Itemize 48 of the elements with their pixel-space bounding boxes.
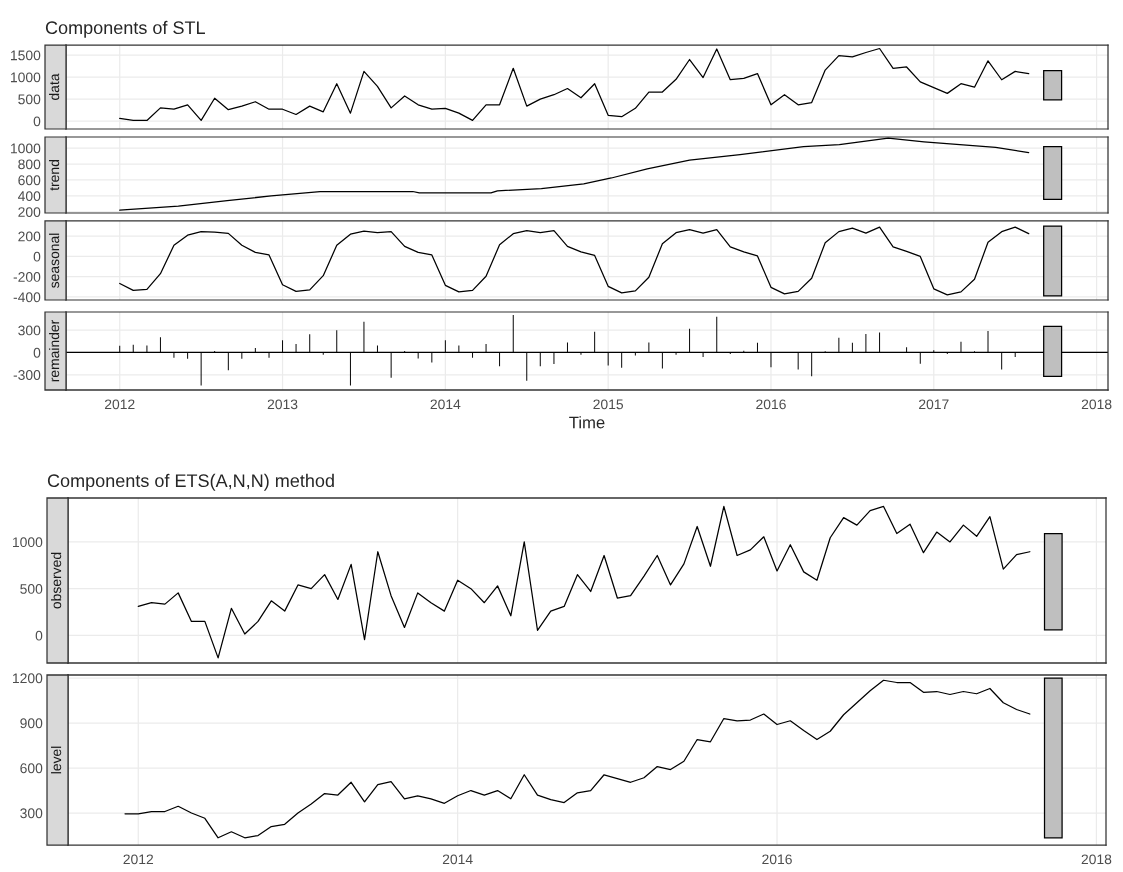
y-tick-label: 1000	[11, 72, 41, 83]
y-tick-label: 300	[18, 325, 41, 336]
y-tick-label: 1000	[13, 537, 43, 548]
x-tick-label: 2012	[123, 854, 154, 865]
y-tick-label: 0	[33, 347, 41, 358]
y-tick-label: 0	[33, 251, 41, 262]
x-axis-title: Time	[569, 416, 605, 429]
y-tick-label: 600	[20, 763, 43, 774]
line-series	[119, 226, 1030, 296]
y-tick-label: 800	[18, 159, 41, 170]
x-tick-label: 2016	[762, 854, 792, 865]
line-series	[119, 137, 1030, 211]
y-tick-label: 600	[18, 175, 41, 186]
y-axis-title: data	[49, 73, 60, 100]
y-axis-title: trend	[49, 160, 60, 191]
line-series	[119, 47, 1030, 122]
x-tick-label: 2015	[593, 399, 624, 410]
x-tick-label: 2014	[442, 854, 473, 865]
y-tick-label: 0	[35, 630, 43, 641]
x-tick-label: 2013	[267, 399, 298, 410]
y-tick-label: 300	[20, 808, 43, 819]
y-tick-label: -400	[13, 292, 41, 303]
y-tick-label: 1500	[11, 50, 41, 61]
y-tick-label: 200	[18, 207, 41, 217]
line-series	[137, 505, 1031, 659]
y-tick-label: 0	[33, 116, 41, 127]
x-tick-label: 2016	[756, 399, 786, 410]
y-tick-label: 900	[20, 718, 43, 729]
x-tick-label: 2012	[104, 399, 135, 410]
x-tick-label: 2018	[1081, 854, 1112, 865]
y-axis-title: observed	[51, 552, 62, 609]
y-tick-label: 500	[18, 94, 41, 105]
chart-title: Components of STL	[45, 20, 205, 38]
y-axis-title: seasonal	[49, 233, 60, 288]
x-tick-label: 2014	[430, 399, 461, 410]
y-tick-label: 500	[20, 584, 43, 594]
y-tick-label: 200	[18, 231, 41, 242]
y-tick-label: 1200	[13, 673, 43, 684]
y-tick-label: 1000	[11, 143, 41, 154]
y-tick-label: -200	[13, 272, 41, 282]
x-tick-label: 2017	[919, 399, 949, 410]
line-series	[124, 679, 1031, 839]
x-tick-label: 2018	[1081, 399, 1112, 410]
chart-title: Components of ETS(A,N,N) method	[47, 473, 334, 491]
y-tick-label: 400	[17, 191, 41, 202]
y-axis-title: remainder	[49, 319, 60, 382]
y-tick-label: -300	[13, 370, 41, 380]
y-axis-title: level	[51, 746, 62, 774]
